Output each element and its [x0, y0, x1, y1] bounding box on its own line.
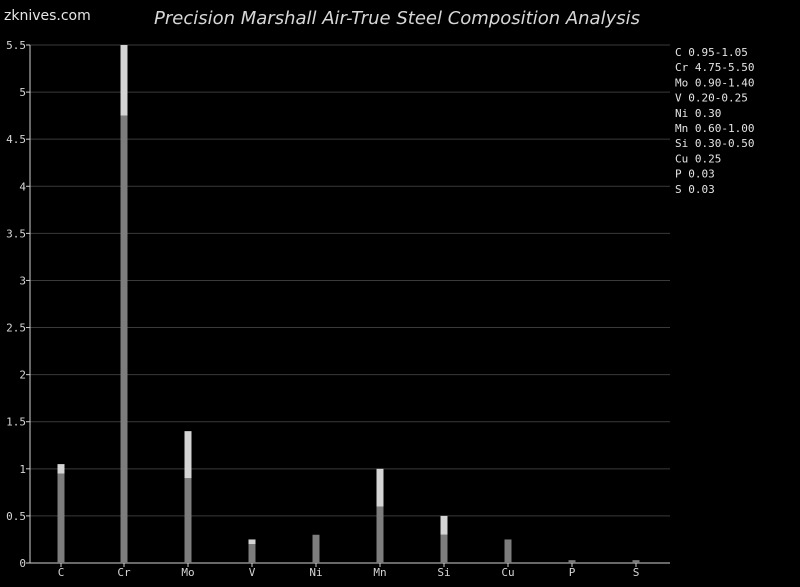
y-tick-label: 3.5: [6, 227, 26, 240]
bar-min-c: [57, 473, 65, 563]
x-tick-label: C: [58, 566, 65, 579]
x-tick-label: P: [569, 566, 576, 579]
bar-range-cr: [120, 45, 128, 116]
y-tick-label: 5.5: [6, 39, 26, 52]
legend-entry: Ni 0.30: [675, 107, 721, 120]
x-tick-label: Mo: [181, 566, 194, 579]
bar-min-p: [568, 560, 576, 563]
legend-entry: P 0.03: [675, 168, 715, 181]
x-tick-label: Mn: [373, 566, 386, 579]
legend-entry: Si 0.30-0.50: [675, 137, 754, 150]
y-tick-label: 4.5: [6, 133, 26, 146]
bar-min-cu: [504, 539, 512, 563]
bar-min-s: [632, 560, 640, 563]
bar-min-mn: [376, 506, 384, 563]
y-tick-label: 4: [19, 180, 26, 193]
bar-min-cr: [120, 115, 128, 564]
x-axis-ticks: C Cr Mo V Ni Mn Si Cu P S: [58, 566, 640, 579]
bar-min-mo: [184, 478, 192, 563]
bar-min-si: [440, 534, 448, 563]
bar-range-mn: [376, 468, 384, 507]
legend-entry: C 0.95-1.05: [675, 46, 748, 59]
y-tick-label: 0: [19, 557, 26, 570]
bar-range-mo: [184, 431, 192, 479]
bar-range-si: [440, 515, 448, 535]
x-tick-label: Si: [437, 566, 450, 579]
x-tick-label: Cu: [501, 566, 514, 579]
chart-title: Precision Marshall Air-True Steel Compos…: [154, 8, 640, 29]
y-tick-label: 1.5: [6, 416, 26, 429]
x-tick-label: Ni: [309, 566, 322, 579]
legend-entry: S 0.03: [675, 183, 715, 196]
x-tick-label: S: [633, 566, 640, 579]
legend-entry: V 0.20-0.25: [675, 92, 748, 105]
grid-lines: [30, 44, 670, 564]
y-tick-label: 5: [19, 86, 26, 99]
y-tick-label: 2.5: [6, 322, 26, 335]
y-tick-label: 1: [19, 463, 26, 476]
x-tick-label: V: [249, 566, 256, 579]
legend-entry: Mn 0.60-1.00: [675, 122, 754, 135]
y-tick-label: 0.5: [6, 510, 26, 523]
legend: C 0.95-1.05 Cr 4.75-5.50 Mo 0.90-1.40 V 0.2…: [675, 46, 754, 196]
y-tick-label: 2: [19, 369, 26, 382]
bar-range-v: [248, 539, 256, 545]
y-tick-label: 3: [19, 274, 26, 287]
x-tick-label: Cr: [117, 566, 131, 579]
bars: [57, 45, 640, 564]
bar-range-c: [57, 464, 65, 474]
bar-min-v: [248, 544, 256, 563]
axes: [26, 44, 670, 567]
bar-min-ni: [312, 534, 320, 563]
y-axis-ticks: 0 0.5 1 1.5 2 2.5 3 3.5 4 4.5 5 5.5: [6, 39, 26, 570]
legend-entry: Mo 0.90-1.40: [675, 76, 754, 89]
site-name: zknives.com: [4, 8, 91, 24]
legend-entry: Cr 4.75-5.50: [675, 61, 754, 74]
legend-entry: Cu 0.25: [675, 152, 721, 165]
